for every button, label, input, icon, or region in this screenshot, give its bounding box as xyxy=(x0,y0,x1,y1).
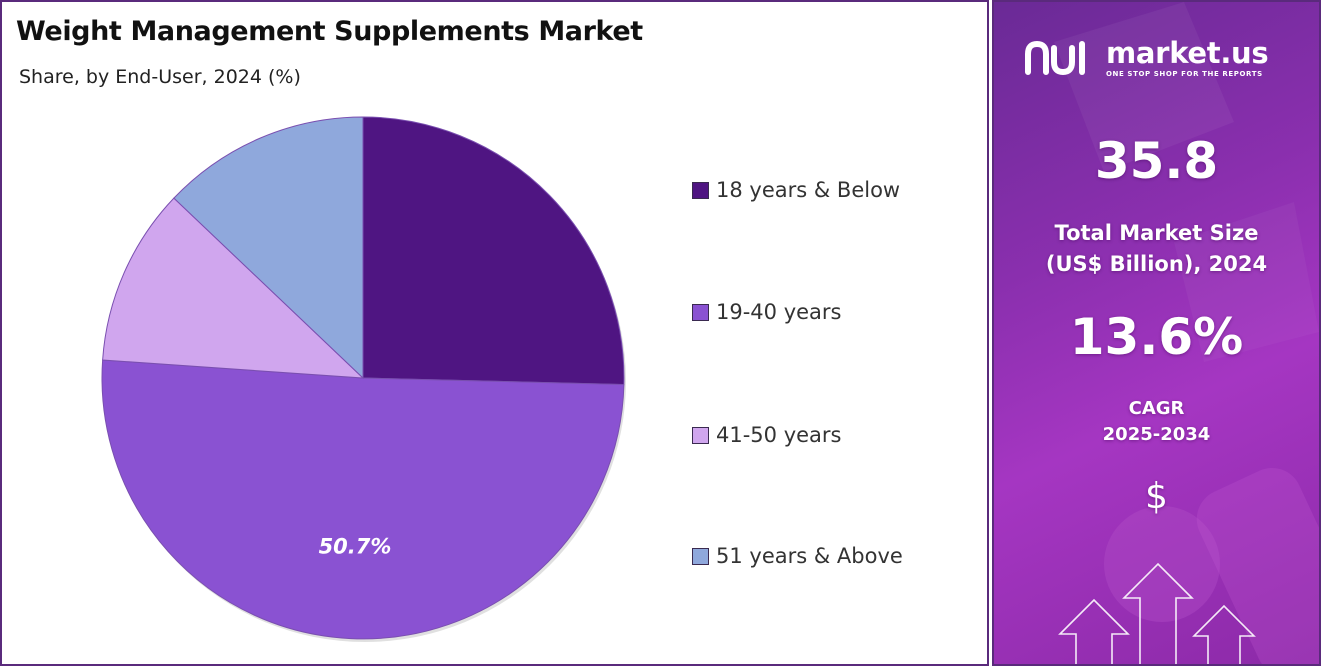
brand-tagline: ONE STOP SHOP FOR THE REPORTS xyxy=(1106,70,1263,78)
legend-label-2: 41-50 years xyxy=(716,423,842,447)
legend-swatch-1 xyxy=(692,303,709,321)
brand: market.us ONE STOP SHOP FOR THE REPORTS xyxy=(1024,36,1269,78)
legend-swatch-3 xyxy=(692,547,709,565)
chart-subtitle: Share, by End-User, 2024 (%) xyxy=(19,66,301,88)
background-decoration xyxy=(1054,2,1319,664)
dollar-icon: $ xyxy=(1145,476,1168,517)
info-panel: market.us ONE STOP SHOP FOR THE REPORTS … xyxy=(992,0,1321,666)
market-size-value: 35.8 xyxy=(1094,132,1219,190)
cagr-label-line2: 2025-2034 xyxy=(1102,424,1211,445)
pie-slice-0 xyxy=(362,116,625,386)
pie-chart: 50.7% xyxy=(101,116,626,642)
legend-swatch-2 xyxy=(692,426,709,444)
pie-data-label-1: 50.7% xyxy=(319,535,392,559)
cagr-label: CAGR 2025-2034 xyxy=(994,396,1319,448)
cagr-label-line1: CAGR xyxy=(1128,398,1185,419)
cagr-value: 13.6% xyxy=(1069,308,1244,366)
legend-item-0: 18 years & Below xyxy=(692,178,900,202)
legend-item-3: 51 years & Above xyxy=(692,544,903,568)
legend-item-2: 41-50 years xyxy=(692,423,842,447)
up-arrow-icon xyxy=(1058,562,1256,664)
market-us-logo-icon xyxy=(1025,40,1085,76)
legend-item-1: 19-40 years xyxy=(692,300,842,324)
legend-label-1: 19-40 years xyxy=(716,300,842,324)
chart-title: Weight Management Supplements Market xyxy=(16,16,643,47)
brand-name: market.us xyxy=(1106,36,1269,70)
pie-slice-1 xyxy=(101,359,625,640)
legend-label-3: 51 years & Above xyxy=(716,544,903,568)
legend-swatch-0 xyxy=(692,181,709,199)
pie-slice-2 xyxy=(102,197,365,379)
market-size-label-line2: (US$ Billion), 2024 xyxy=(1045,252,1268,276)
market-size-label: Total Market Size (US$ Billion), 2024 xyxy=(994,218,1319,280)
pie-slice-3 xyxy=(173,116,364,380)
chart-panel: Weight Management Supplements Market Sha… xyxy=(0,0,989,666)
market-size-label-line1: Total Market Size xyxy=(1054,221,1259,245)
legend-label-0: 18 years & Below xyxy=(716,178,901,202)
